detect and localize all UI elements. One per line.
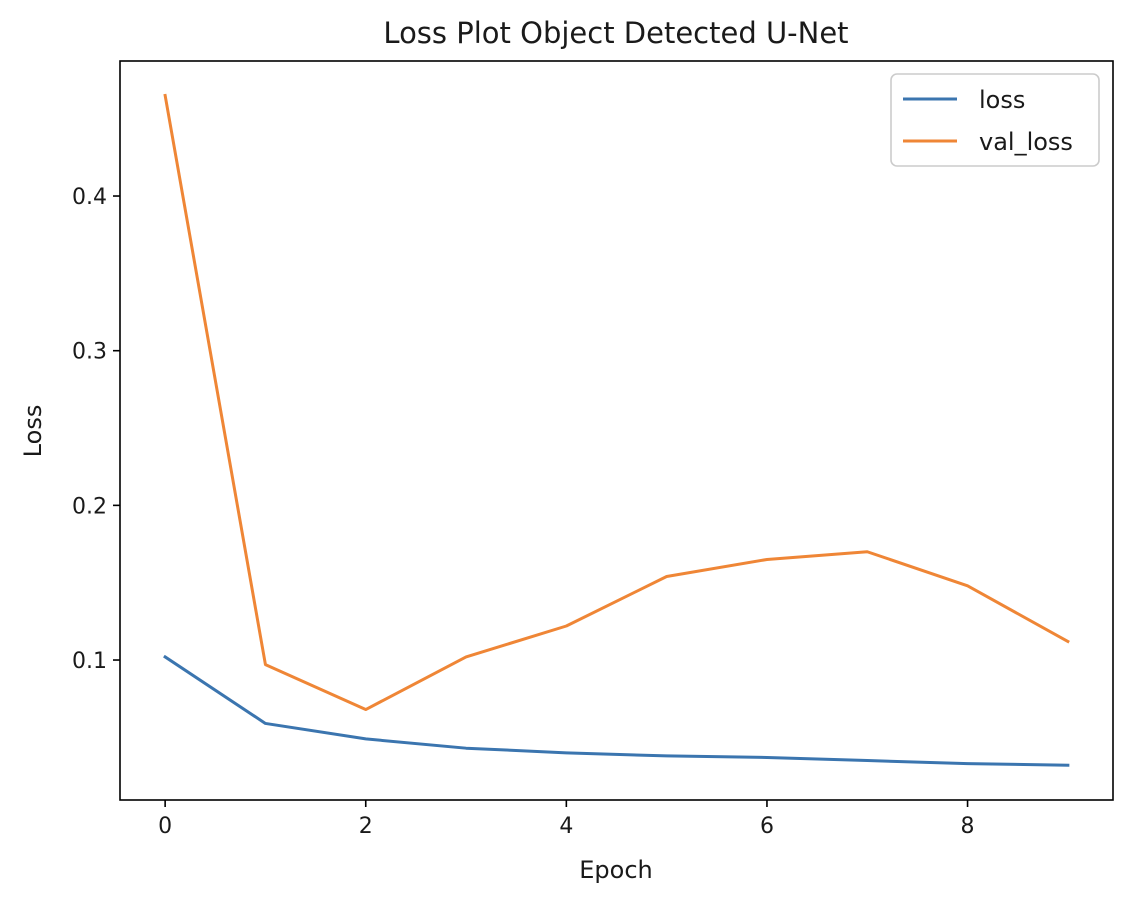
series-line-val-loss xyxy=(163,93,1070,712)
axes-frame xyxy=(119,60,1114,801)
chart-title: Loss Plot Object Detected U-Net xyxy=(383,16,848,50)
x-axis-label: Epoch xyxy=(579,856,653,884)
plot-area: 0 2 4 6 8 0.1 0.2 0.3 0.4 xyxy=(72,60,1114,839)
x-tick-label: 8 xyxy=(961,814,975,839)
y-tick-label: 0.2 xyxy=(72,494,107,519)
series-layer xyxy=(163,93,1070,767)
y-axis-label: Loss xyxy=(19,405,47,458)
x-tick-label: 2 xyxy=(359,814,373,839)
y-tick-label: 0.1 xyxy=(72,649,107,674)
series-line-loss xyxy=(163,654,1070,767)
x-tick-label: 0 xyxy=(158,814,172,839)
y-tick-label: 0.3 xyxy=(72,340,107,365)
x-tick-label: 4 xyxy=(559,814,573,839)
legend: loss val_loss xyxy=(890,73,1100,167)
y-axis-ticks: 0.1 0.2 0.3 0.4 xyxy=(72,185,120,674)
x-tick-label: 6 xyxy=(760,814,774,839)
legend-box xyxy=(890,73,1100,167)
legend-label-loss: loss xyxy=(979,86,1025,114)
legend-label-val-loss: val_loss xyxy=(979,128,1073,156)
y-tick-label: 0.4 xyxy=(72,185,107,210)
x-axis-ticks: 0 2 4 6 8 xyxy=(158,800,975,839)
